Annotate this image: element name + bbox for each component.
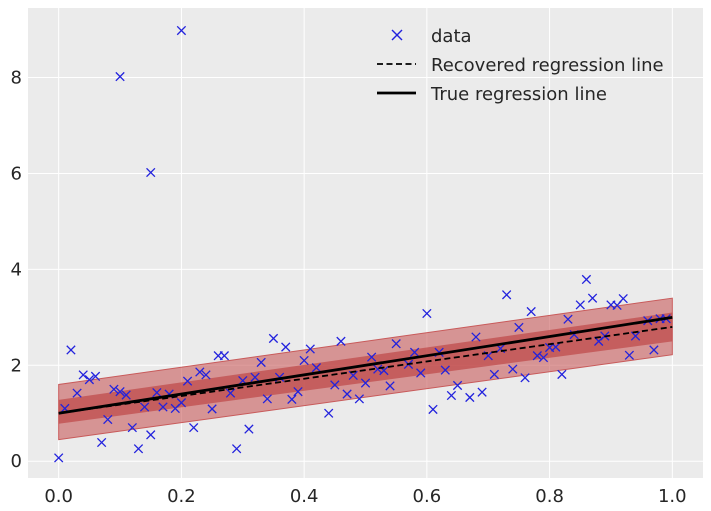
data-point: [256, 357, 266, 368]
data-point: [514, 322, 524, 333]
data-point: [133, 444, 144, 454]
legend-marker-data-icon: [391, 29, 403, 41]
data-point: [440, 365, 450, 375]
data-point: [520, 373, 530, 383]
data-point: [324, 408, 334, 418]
data-point: [354, 394, 365, 404]
data-point: [360, 378, 371, 388]
data-point: [385, 381, 395, 391]
data-point: [146, 430, 156, 440]
recovered-regression-line: [58, 326, 673, 415]
data-point: [305, 344, 315, 354]
data-point: [225, 388, 236, 398]
data-point: [250, 372, 260, 382]
x-tick-label: 0.4: [290, 486, 319, 507]
y-tick-label: 8: [11, 68, 22, 89]
data-point: [84, 375, 95, 385]
data-point: [152, 387, 162, 398]
data-point: [526, 306, 536, 317]
y-tick-label: 2: [11, 355, 22, 376]
data-point: [508, 364, 518, 374]
data-point: [366, 352, 377, 362]
data-point: [115, 71, 125, 82]
data-point: [532, 351, 542, 361]
data-point: [477, 387, 487, 397]
data-point: [127, 422, 137, 433]
y-axis-ticks: 0 2 4 6 8: [11, 68, 22, 473]
data-point: [90, 371, 101, 381]
data-point: [452, 380, 463, 391]
data-point: [649, 345, 659, 355]
data-point: [342, 389, 352, 399]
data-point: [624, 350, 635, 360]
y-tick-label: 6: [11, 163, 22, 184]
data-point: [446, 390, 457, 401]
data-point: [262, 394, 272, 404]
data-point: [54, 453, 64, 463]
data-point: [311, 363, 322, 373]
data-point: [109, 384, 119, 394]
data-point: [618, 293, 628, 304]
data-point: [428, 404, 438, 415]
legend: data Recovered regression line True regr…: [377, 26, 664, 105]
data-point: [330, 380, 340, 390]
data-point: [287, 394, 297, 405]
data-point: [176, 25, 187, 36]
x-tick-label: 1.0: [658, 486, 687, 507]
legend-label-true: True regression line: [430, 84, 607, 105]
data-point: [146, 167, 156, 178]
data-point: [158, 402, 168, 412]
data-point: [78, 370, 88, 380]
data-point: [575, 300, 585, 310]
y-tick-label: 4: [11, 259, 22, 280]
data-point: [563, 314, 573, 324]
data-point: [465, 392, 475, 403]
data-point: [336, 336, 346, 346]
data-point: [471, 332, 481, 342]
data-point: [416, 368, 426, 378]
data-point: [176, 398, 187, 408]
data-point: [391, 339, 401, 349]
legend-label-data: data: [431, 26, 472, 47]
data-point: [201, 370, 211, 380]
true-regression-line: [58, 315, 673, 415]
data-point: [557, 369, 567, 380]
data-point: [587, 293, 598, 303]
data-point: [115, 387, 125, 397]
data-point: [489, 369, 500, 380]
y-tick-label: 0: [11, 451, 22, 472]
legend-label-recovered: Recovered regression line: [431, 55, 664, 76]
data-point: [219, 351, 230, 361]
data-point: [409, 347, 420, 358]
data-point: [268, 333, 279, 344]
data-point: [299, 355, 309, 366]
data-point: [96, 437, 107, 448]
data-point: [72, 388, 82, 398]
data-point: [501, 290, 512, 300]
x-tick-label: 0.2: [167, 486, 196, 507]
grid: [28, 8, 703, 478]
data-point: [581, 274, 592, 285]
data-point: [207, 404, 217, 414]
data-point: [231, 444, 242, 454]
data-point: [281, 342, 291, 352]
data-point: [121, 390, 131, 400]
data-point: [195, 367, 205, 377]
data-point: [103, 414, 113, 425]
data-point: [293, 387, 303, 397]
data-point: [66, 345, 76, 355]
data-point: [538, 352, 549, 363]
x-axis-ticks: 0.0 0.2 0.4 0.6 0.8 1.0: [44, 486, 686, 507]
data-point: [244, 424, 254, 434]
data-point: [139, 402, 150, 412]
x-tick-label: 0.6: [413, 486, 442, 507]
x-tick-label: 0.8: [535, 486, 564, 507]
data-point: [182, 376, 193, 386]
data-points: [54, 25, 671, 463]
data-point: [189, 422, 199, 433]
data-point: [422, 308, 432, 319]
x-tick-label: 0.0: [44, 486, 73, 507]
